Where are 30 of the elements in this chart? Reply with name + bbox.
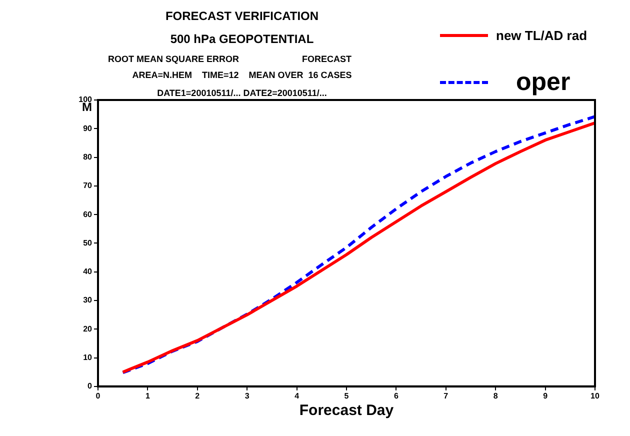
x-tick-label: 3 — [244, 391, 250, 400]
legend-label: new TL/AD rad — [496, 28, 588, 43]
y-tick-label: 70 — [83, 181, 93, 190]
legend-label: oper — [516, 68, 570, 97]
x-tick-label: 9 — [543, 391, 548, 400]
text: AREA=N.HEM TIME=12 MEAN OVER 16 CASES — [131, 70, 353, 80]
chart-title: FORECAST VERIFICATION — [164, 9, 320, 23]
text: DATE1=20010511/... DATE2=20010511/... — [157, 88, 327, 98]
y-tick-label: 50 — [83, 238, 93, 248]
y-tick-label: 20 — [83, 324, 93, 334]
text: ROOT MEAN SQUARE ERROR — [108, 54, 240, 64]
y-tick-label: 30 — [83, 296, 93, 305]
x-tick-label: 8 — [493, 391, 498, 400]
x-tick-label: 4 — [294, 391, 300, 400]
x-tick-label: 0 — [96, 391, 101, 400]
x-tick-label: 10 — [590, 391, 600, 400]
x-tick-label: 7 — [444, 391, 449, 400]
text: FORECAST — [302, 54, 352, 64]
y-tick-label: 40 — [83, 267, 93, 276]
y-tick-label: 80 — [83, 152, 93, 162]
x-tick-label: 5 — [344, 391, 350, 400]
x-axis-title: Forecast Day — [299, 402, 394, 420]
x-tick-label: 1 — [145, 391, 150, 400]
y-tick-label: 10 — [83, 352, 93, 362]
x-tick-label: 2 — [195, 391, 200, 400]
chart-subtitle: 500 hPa GEOPOTENTIAL — [169, 32, 315, 46]
y-tick-label: 60 — [83, 210, 93, 219]
x-tick-label: 6 — [394, 391, 399, 400]
y-tick-label: 0 — [88, 382, 93, 391]
y-tick-label: 90 — [83, 124, 93, 133]
